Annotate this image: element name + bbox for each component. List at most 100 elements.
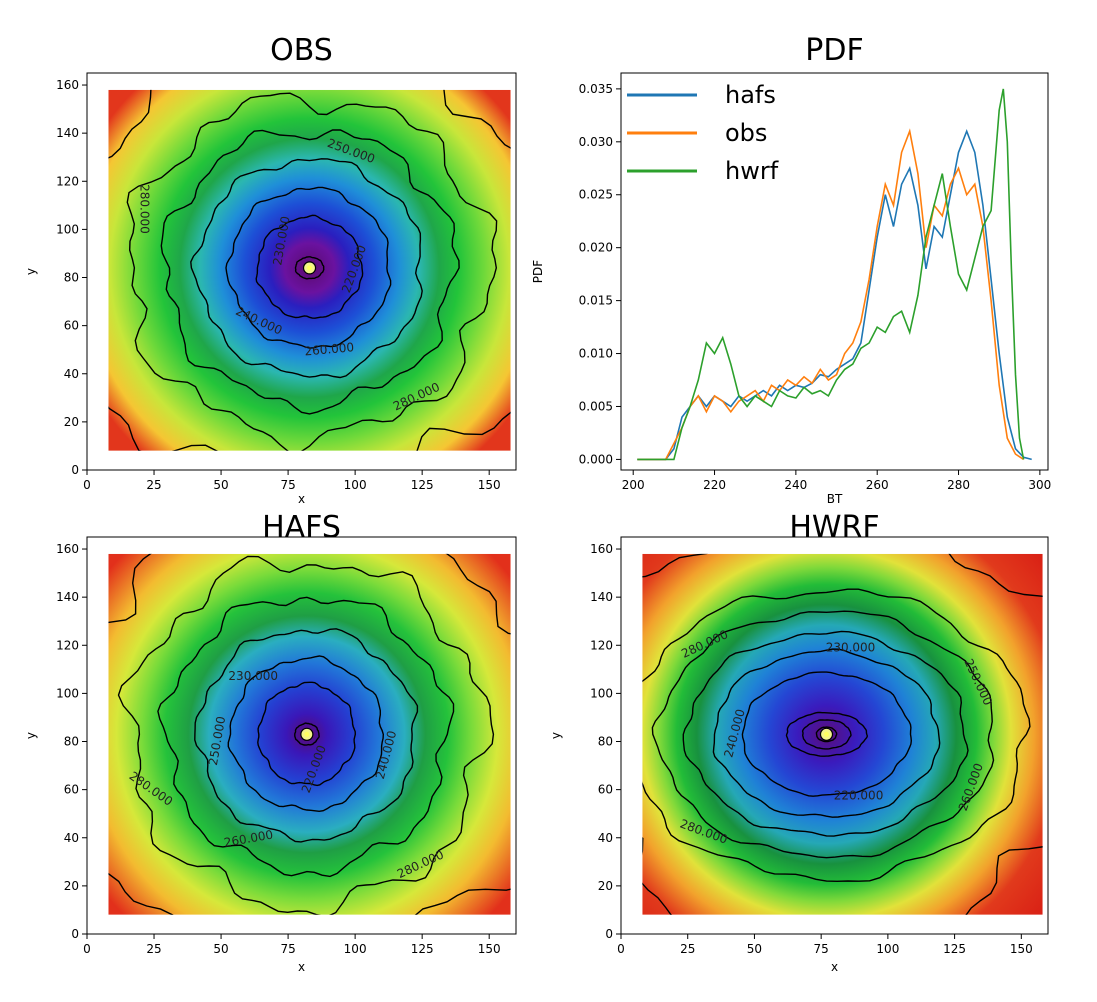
y-tick-label: 100 xyxy=(590,686,613,700)
x-tick-label: 75 xyxy=(280,478,295,492)
x-tick-label: 125 xyxy=(411,478,434,492)
y-tick-label: 0.005 xyxy=(579,399,613,413)
x-tick-label: 25 xyxy=(146,478,161,492)
contour-label: 230.000 xyxy=(826,640,876,654)
y-tick-label: 20 xyxy=(64,415,79,429)
y-axis-label: PDF xyxy=(531,260,545,283)
contour-line xyxy=(126,92,498,451)
x-tick-label: 150 xyxy=(478,478,501,492)
y-tick-label: 0.015 xyxy=(579,294,613,308)
x-tick-label: 0 xyxy=(617,942,625,956)
legend-label: hwrf xyxy=(725,157,779,185)
x-tick-label: 150 xyxy=(1010,942,1033,956)
x-tick-label: 25 xyxy=(680,942,695,956)
x-tick-label: 125 xyxy=(411,942,434,956)
x-tick-label: 0 xyxy=(83,942,91,956)
legend: hafs obs hwrf xyxy=(627,81,779,185)
x-tick-label: 240 xyxy=(784,478,807,492)
y-tick-label: 0 xyxy=(605,927,613,941)
series-line-obs xyxy=(637,128,1025,461)
y-tick-label: 20 xyxy=(598,879,613,893)
contour-line xyxy=(785,711,868,757)
contour-line xyxy=(190,158,423,379)
y-axis-label: y xyxy=(24,268,38,275)
series-line-hafs xyxy=(637,128,1032,461)
eye-center xyxy=(304,731,310,737)
y-axis-label: y xyxy=(24,732,38,739)
contour-line xyxy=(117,555,495,915)
contour-label: 230.000 xyxy=(228,669,278,683)
x-tick-label: 100 xyxy=(876,942,899,956)
plot-frame xyxy=(620,72,1049,471)
y-tick-label: 120 xyxy=(590,638,613,652)
heatmap-0: 250.000230.000220.000240.000260.000280.0… xyxy=(108,89,511,451)
contour-line xyxy=(741,671,913,797)
x-tick-label: 50 xyxy=(747,942,762,956)
contour-line xyxy=(108,553,511,915)
chart-title: PDF xyxy=(805,33,863,68)
x-axis-label: BT xyxy=(827,492,843,506)
panel-2-axes: 0 25 50 75 100 125 150 0 20 40 60 80 100 120 140 160 xyxy=(56,536,517,956)
x-tick-label: 75 xyxy=(814,942,829,956)
contour-line xyxy=(712,648,941,818)
contour-line xyxy=(682,630,969,837)
panel-1-axes: 200 220 240 260 280 300 0.000 0.005 0.010 0.015 0.… xyxy=(579,72,1051,492)
plot-frame xyxy=(86,72,517,471)
x-tick-label: 150 xyxy=(478,942,501,956)
y-tick-label: 0.000 xyxy=(579,452,613,466)
x-tick-label: 200 xyxy=(622,478,645,492)
y-tick-label: 160 xyxy=(56,542,79,556)
plot-frame xyxy=(86,536,517,935)
chart-title: HAFS xyxy=(262,510,341,545)
y-tick-label: 20 xyxy=(64,879,79,893)
contour-line xyxy=(157,596,455,878)
y-tick-label: 0.035 xyxy=(579,82,613,96)
contour-line xyxy=(227,655,385,813)
y-tick-label: 0 xyxy=(71,463,79,477)
x-axis-label: x xyxy=(831,960,838,974)
y-tick-label: 0.030 xyxy=(579,135,613,149)
y-tick-label: 0.025 xyxy=(579,188,613,202)
y-tick-label: 60 xyxy=(598,783,613,797)
contour-label: 220.000 xyxy=(834,788,884,802)
legend-label: hafs xyxy=(725,81,776,109)
y-tick-label: 140 xyxy=(56,590,79,604)
contour-line xyxy=(815,726,838,743)
y-axis-label: y xyxy=(549,732,563,739)
y-tick-label: 100 xyxy=(56,686,79,700)
y-tick-label: 100 xyxy=(56,222,79,236)
x-tick-label: 50 xyxy=(213,478,228,492)
y-tick-label: 0 xyxy=(71,927,79,941)
contour-line xyxy=(651,610,995,859)
y-tick-label: 140 xyxy=(590,590,613,604)
contour-line xyxy=(108,89,511,451)
y-tick-label: 120 xyxy=(56,638,79,652)
legend-label: obs xyxy=(725,119,767,147)
y-tick-label: 40 xyxy=(64,831,79,845)
y-tick-label: 0.010 xyxy=(579,347,613,361)
contour-line xyxy=(642,588,1031,883)
eye-center xyxy=(307,265,313,271)
x-tick-label: 25 xyxy=(146,942,161,956)
chart-title: OBS xyxy=(270,33,333,68)
contour-line xyxy=(294,256,325,280)
x-tick-label: 300 xyxy=(1028,478,1051,492)
x-tick-label: 260 xyxy=(866,478,889,492)
panel-3-axes: 0 25 50 75 100 125 150 0 20 40 60 80 100 120 140 160 xyxy=(590,536,1049,956)
series-line-hwrf xyxy=(637,88,1025,461)
eye-center xyxy=(823,731,829,737)
x-axis-label: x xyxy=(298,960,305,974)
y-tick-label: 0.020 xyxy=(579,241,613,255)
contour-label: 260.000 xyxy=(304,340,355,358)
contour-line xyxy=(257,681,357,787)
contour-line xyxy=(294,722,320,746)
y-tick-label: 40 xyxy=(64,367,79,381)
x-tick-label: 75 xyxy=(280,942,295,956)
contour-label: 280.000 xyxy=(138,184,152,234)
contour-line xyxy=(160,129,460,415)
pdf-lines xyxy=(637,88,1032,461)
contour-line xyxy=(225,186,392,349)
contour-line xyxy=(801,719,852,750)
